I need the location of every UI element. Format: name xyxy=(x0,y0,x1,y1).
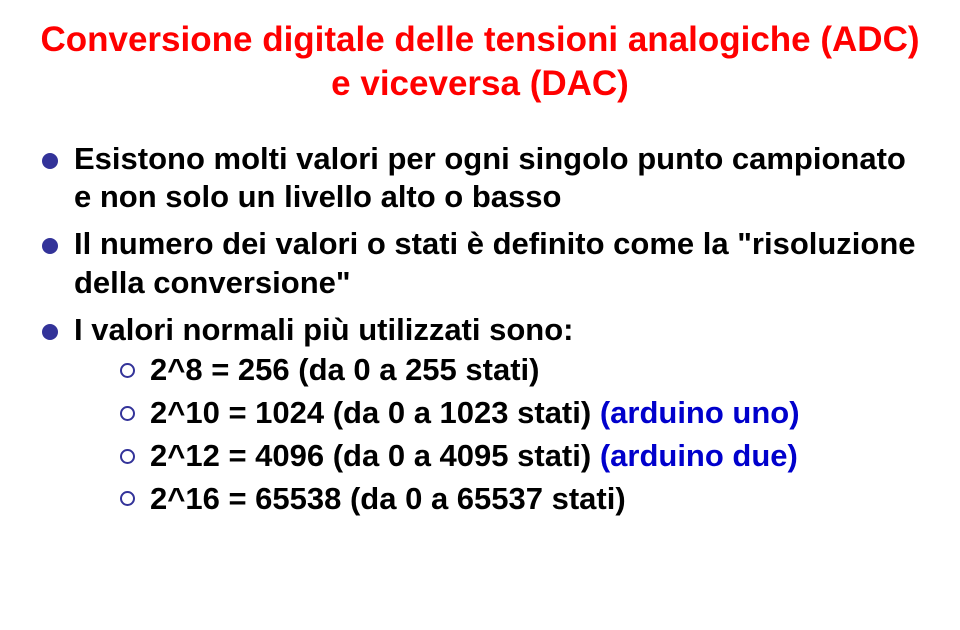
text-segment: Il numero dei valori o stati è definito … xyxy=(74,226,916,300)
disc-bullet-icon xyxy=(42,324,58,340)
bullet-item: I valori normali più utilizzati sono: 2^8… xyxy=(40,311,920,519)
text-segment: Esistono molti valori per ogni singolo p… xyxy=(74,141,906,215)
text-segment: 2^8 = 256 (da 0 a 255 stati) xyxy=(150,352,539,387)
disc-bullet-icon xyxy=(42,238,58,254)
slide-title: Conversione digitale delle tensioni anal… xyxy=(40,18,920,106)
text-segment: 2^12 = 4096 (da 0 a 4095 stati) xyxy=(150,438,600,473)
text-segment: (arduino uno) xyxy=(600,395,800,430)
sub-bullet-item: 2^16 = 65538 (da 0 a 65537 stati) xyxy=(116,480,920,519)
sub-bullet-item: 2^12 = 4096 (da 0 a 4095 stati) (arduino… xyxy=(116,437,920,476)
ring-bullet-icon xyxy=(120,491,135,506)
bullet-item: Il numero dei valori o stati è definito … xyxy=(40,225,920,303)
text-segment: (arduino due) xyxy=(600,438,798,473)
bullet-text: Il numero dei valori o stati è definito … xyxy=(74,226,916,300)
sub-bullet-item: 2^8 = 256 (da 0 a 255 stati) xyxy=(116,351,920,390)
ring-bullet-icon xyxy=(120,449,135,464)
slide: Conversione digitale delle tensioni anal… xyxy=(0,0,960,630)
sub-bullet-text: 2^8 = 256 (da 0 a 255 stati) xyxy=(150,352,539,387)
bullet-text: I valori normali più utilizzati sono: xyxy=(74,312,573,347)
ring-bullet-icon xyxy=(120,406,135,421)
sub-bullet-text: 2^12 = 4096 (da 0 a 4095 stati) (arduino… xyxy=(150,438,798,473)
sub-bullet-text: 2^16 = 65538 (da 0 a 65537 stati) xyxy=(150,481,626,516)
disc-bullet-icon xyxy=(42,153,58,169)
sub-bullet-list: 2^8 = 256 (da 0 a 255 stati) 2^10 = 1024 … xyxy=(116,351,920,518)
sub-bullet-text: 2^10 = 1024 (da 0 a 1023 stati) (arduino… xyxy=(150,395,800,430)
ring-bullet-icon xyxy=(120,363,135,378)
text-segment: I valori normali più utilizzati sono: xyxy=(74,312,573,347)
bullet-text: Esistono molti valori per ogni singolo p… xyxy=(74,141,906,215)
slide-title-line2: e viceversa (DAC) xyxy=(40,62,920,106)
text-segment: 2^16 = 65538 (da 0 a 65537 stati) xyxy=(150,481,626,516)
bullet-list: Esistono molti valori per ogni singolo p… xyxy=(40,140,920,519)
text-segment: 2^10 = 1024 (da 0 a 1023 stati) xyxy=(150,395,600,430)
slide-title-line1: Conversione digitale delle tensioni anal… xyxy=(40,18,920,62)
sub-bullet-item: 2^10 = 1024 (da 0 a 1023 stati) (arduino… xyxy=(116,394,920,433)
bullet-item: Esistono molti valori per ogni singolo p… xyxy=(40,140,920,218)
